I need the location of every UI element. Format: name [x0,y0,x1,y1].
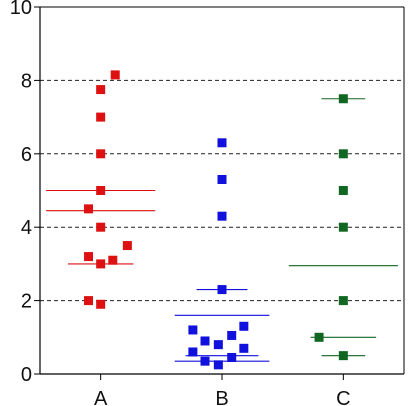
data-point-B-2 [200,356,210,366]
data-point-C-3 [338,222,348,232]
data-point-A-3 [96,259,106,269]
data-point-B-4 [213,340,223,350]
data-point-A-1 [96,299,106,309]
x-tick-label-A: A [94,388,108,406]
data-point-B-1 [188,325,198,335]
data-point-B-13 [217,138,227,148]
data-point-C-0 [314,332,324,342]
y-tick-label-4: 4 [21,217,32,239]
y-tick-label-0: 0 [21,364,32,386]
data-point-A-4 [108,255,118,265]
tick-labels: 0 2 4 6 8 10 A B C [10,0,351,406]
data-point-A-0 [84,296,94,306]
data-points [84,70,348,370]
y-tick-label-10: 10 [10,0,32,19]
data-point-B-6 [227,352,237,362]
y-tick-label-8: 8 [21,70,32,92]
data-point-B-0 [188,347,198,357]
y-tick-label-2: 2 [21,291,32,313]
data-point-A-8 [96,186,106,195]
data-point-A-11 [96,85,106,95]
data-point-B-5 [213,360,223,370]
data-point-A-6 [96,222,106,232]
data-point-B-7 [227,330,237,340]
data-point-B-9 [239,321,249,331]
data-point-B-3 [200,336,210,346]
data-point-A-5 [122,241,132,251]
data-point-B-11 [217,211,227,221]
data-point-A-9 [96,149,106,159]
data-point-B-10 [217,285,227,295]
data-point-A-7 [84,204,94,214]
y-tick-label-6: 6 [21,144,32,166]
x-tick-label-B: B [215,388,228,406]
data-point-C-4 [338,186,348,195]
data-point-B-12 [217,174,227,184]
data-point-C-2 [338,296,348,306]
data-point-C-6 [338,94,348,104]
axes [34,6,405,380]
data-point-A-10 [96,112,106,122]
data-point-A-2 [84,252,94,262]
x-tick-label-C: C [336,388,350,406]
data-point-B-8 [239,343,249,353]
data-point-C-5 [338,149,348,159]
data-point-C-1 [338,351,348,361]
data-point-A-12 [110,70,120,80]
